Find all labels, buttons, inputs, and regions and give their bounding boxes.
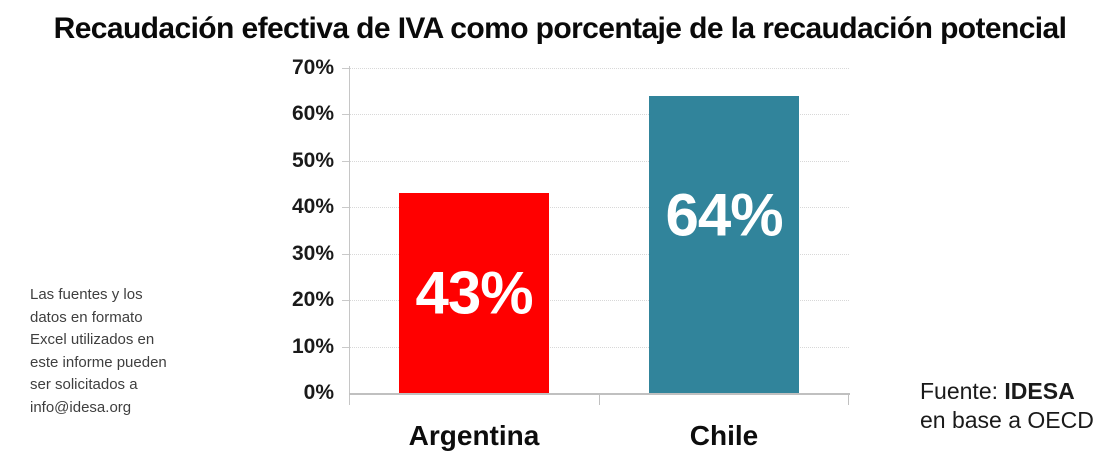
source-prefix: Fuente:	[920, 378, 1005, 404]
bar-chile: 64%	[649, 96, 799, 393]
y-axis-tick-mark	[342, 347, 349, 348]
y-axis-tick-mark	[342, 68, 349, 69]
gridline-60	[349, 114, 849, 115]
source-line-1: Fuente: IDESA	[920, 377, 1094, 406]
gridline-40	[349, 207, 849, 208]
y-axis-tick-label: 60%	[291, 102, 334, 125]
y-axis-tick-label: 10%	[291, 335, 334, 358]
note-line: este informe pueden	[30, 353, 167, 371]
x-axis-tick	[599, 395, 600, 405]
gridline-70	[349, 68, 849, 69]
note-line: Las fuentes y los	[30, 286, 143, 303]
gridline-50	[349, 161, 849, 162]
y-axis-tick-mark	[342, 114, 349, 115]
y-axis-tick-mark	[342, 254, 349, 255]
source-note: Fuente: IDESA en base a OECD	[920, 377, 1094, 435]
x-axis-tick	[848, 395, 849, 405]
note-line: Excel utilizados en	[30, 331, 155, 348]
note-email: info@idesa.org	[30, 398, 132, 416]
bar-argentina: 43%	[399, 193, 549, 393]
y-axis-tick-label: 0%	[303, 381, 334, 404]
y-axis-tick-label: 20%	[291, 288, 334, 311]
y-axis-tick-label: 50%	[291, 149, 334, 172]
gridline-10	[349, 347, 849, 348]
bar-value-label-argentina: 43%	[415, 259, 533, 327]
y-axis-tick-label: 70%	[291, 56, 334, 79]
y-axis-tick-mark	[342, 300, 349, 301]
bar-value-label-chile: 64%	[665, 181, 783, 249]
note-line: ser solicitados a	[30, 376, 138, 393]
x-axis-category-chile: Chile	[689, 420, 759, 451]
source-line-2: en base a OECD	[920, 407, 1094, 433]
x-axis-line	[349, 393, 850, 395]
x-axis-category-argentina: Argentina	[408, 420, 540, 451]
data-availability-note: Las fuentes y los datos en formato Excel…	[30, 284, 260, 419]
gridline-20	[349, 300, 849, 301]
y-axis-tick-mark	[342, 161, 349, 162]
y-axis-tick-mark	[342, 207, 349, 208]
note-line: datos en formato	[30, 308, 143, 326]
y-axis-tick-label: 40%	[291, 195, 334, 218]
y-axis-tick-label: 30%	[291, 242, 334, 265]
chart-title: Recaudación efectiva de IVA como porcent…	[53, 12, 1067, 45]
y-axis-line	[349, 66, 350, 405]
source-org: IDESA	[1004, 378, 1075, 404]
gridline-30	[349, 254, 849, 255]
